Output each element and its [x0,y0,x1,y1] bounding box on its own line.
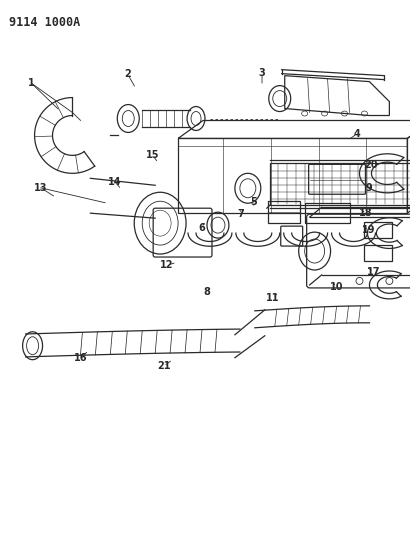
Text: 10: 10 [330,281,343,292]
Text: 6: 6 [198,223,205,233]
Bar [365,222,393,238]
Text: 2: 2 [124,69,131,79]
Text: 5: 5 [250,197,257,207]
Text: 11: 11 [266,293,280,303]
Text: 18: 18 [359,208,373,219]
Bar [365,245,393,261]
Text: 13: 13 [34,183,48,193]
Text: 21: 21 [157,361,171,372]
Text: 8: 8 [203,287,210,297]
Bar [270,163,411,205]
Text: 1: 1 [28,78,35,88]
Text: 14: 14 [108,176,121,187]
Text: 9: 9 [366,183,373,193]
Text: 17: 17 [367,267,380,277]
Text: 15: 15 [145,150,159,160]
Text: 7: 7 [237,209,244,220]
Text: 20: 20 [365,159,378,169]
Bar [305,203,349,223]
Text: 4: 4 [354,128,360,139]
Text: 16: 16 [74,353,87,363]
Text: 3: 3 [259,68,266,78]
Bar [268,201,300,223]
Text: 19: 19 [362,225,375,236]
Text: 9114 1000A: 9114 1000A [9,16,80,29]
Text: 12: 12 [160,261,173,270]
